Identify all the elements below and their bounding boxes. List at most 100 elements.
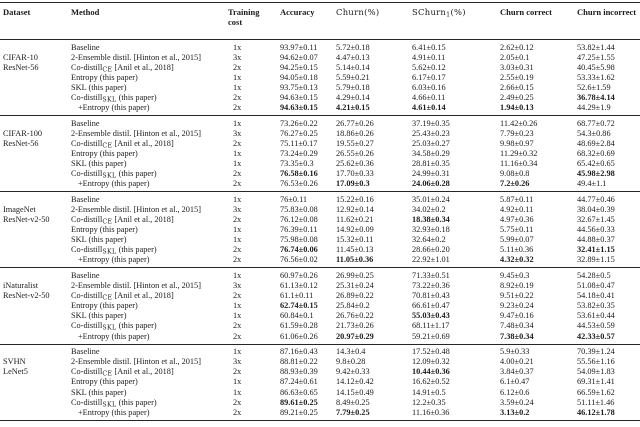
value-cell: 3.59±0.24 <box>500 397 534 407</box>
method-name: Co-distill <box>71 245 103 255</box>
value-cell: 53.82±0.35 <box>577 301 615 311</box>
method-cell: Entropy (this paper) <box>71 377 138 387</box>
table-row: ResNet-v2-50 Co-distillCE [Anil et al., 2… <box>0 291 640 301</box>
value-cell: 5.79±0.18 <box>336 82 370 92</box>
value-cell: 45.98±2.98 <box>577 169 615 179</box>
value-cell: 11.42±0.26 <box>500 118 538 128</box>
value-cell: 55.03±0.43 <box>412 311 450 321</box>
col-header-method: Method <box>71 7 100 17</box>
training-cost-cell: 1x <box>233 194 242 204</box>
training-cost-cell: 1x <box>233 72 242 82</box>
col-header-churn: Churn(%) <box>336 7 380 17</box>
value-cell: 32.89±1.15 <box>577 255 615 265</box>
method-cell: SKL (this paper) <box>71 159 127 169</box>
dataset-cell <box>0 179 71 189</box>
table-row: Co-distillSKL (this paper) 2x 76.74±0.06 11… <box>0 245 640 255</box>
dataset-cell <box>0 377 71 387</box>
value-cell: 5.99±0.07 <box>500 235 534 245</box>
value-cell: 4.66±0.11 <box>412 92 446 102</box>
value-cell: 9.08±0.8 <box>500 169 530 179</box>
table-row: Baseline 1x 87.16±0.43 14.3±0.4 17.52±0.48 5.… <box>0 347 640 357</box>
training-cost-cell: 1x <box>233 387 242 397</box>
training-cost-cell: 2x <box>233 62 242 72</box>
col-header-training-cost: Training cost <box>228 7 260 27</box>
method-cell: SKL (this paper) <box>71 235 127 245</box>
table-row: ResNet-56 Co-distillCE [Anil et al., 2018… <box>0 139 640 149</box>
value-cell: 6.03±0.16 <box>412 82 446 92</box>
training-cost-cell: 1x <box>233 377 242 387</box>
value-cell: 9.47±0.16 <box>500 311 534 321</box>
value-cell: 51.08±0.47 <box>577 281 615 291</box>
value-cell: 6.12±0.6 <box>500 387 530 397</box>
value-cell: 94.05±0.18 <box>280 72 318 82</box>
method-cell: Co-distillSKL (this paper) <box>71 245 228 255</box>
value-cell: 76.27±0.25 <box>280 128 318 138</box>
value-cell: 35.01±0.24 <box>412 194 450 204</box>
training-cost-cell: 3x <box>233 52 242 62</box>
table-row: +Entropy (this paper) 2x 61.06±0.26 20.97±0… <box>0 332 640 342</box>
method-subscript: CE <box>102 66 113 74</box>
table-row: ImageNet 2-Ensemble distil. [Hinton et al… <box>0 205 640 215</box>
training-cost-cell: 2x <box>233 215 242 224</box>
value-cell: 94.62±0.07 <box>280 52 318 62</box>
value-cell: 40.45±5.98 <box>577 62 615 72</box>
dataset-cell: iNaturalist <box>3 281 39 291</box>
value-cell: 53.33±1.62 <box>577 72 615 82</box>
value-cell: 76.39±0.11 <box>280 225 318 235</box>
value-cell: 46.12±1.78 <box>577 407 615 417</box>
value-cell: 88.81±0.22 <box>280 357 318 367</box>
dataset-cell <box>0 103 71 113</box>
value-cell: 65.42±0.65 <box>577 159 615 169</box>
method-name: Co-distill <box>71 169 103 179</box>
value-cell: 61.06±0.26 <box>280 331 318 341</box>
method-name: Co-distill <box>71 367 103 377</box>
table-row: Co-distillSKL (this paper) 2x 61.59±0.28 21… <box>0 321 640 331</box>
dataset-cell: ResNet-v2-50 <box>3 291 50 301</box>
training-cost-cell: 2x <box>233 169 242 179</box>
value-cell: 19.55±0.27 <box>336 138 374 148</box>
training-cost-cell: 2x <box>233 255 242 265</box>
method-citation: (this paper) <box>116 245 157 255</box>
value-cell: 55.56±1.16 <box>577 357 615 367</box>
dataset-cell: ResNet-56 <box>3 138 39 148</box>
method-cell: Baseline <box>71 194 100 204</box>
table-row: Baseline 1x 60.97±0.26 26.99±0.25 71.33±0.51… <box>0 271 640 281</box>
training-cost-cell: 1x <box>233 311 242 321</box>
value-cell: 7.2±0.26 <box>500 179 530 189</box>
value-cell: 3.13±0.2 <box>500 407 530 417</box>
value-cell: 5.87±0.11 <box>500 194 534 204</box>
value-cell: 24.99±0.31 <box>412 169 450 179</box>
value-cell: 26.77±0.26 <box>336 118 374 128</box>
dataset-group: Baseline 1x 60.97±0.26 26.99±0.25 71.33±0.51… <box>0 268 640 345</box>
value-cell: 25.84±0.2 <box>336 301 370 311</box>
training-cost-cell: 1x <box>233 347 242 357</box>
method-citation: [Anil et al., 2018] <box>112 367 174 377</box>
value-cell: 25.43±0.23 <box>412 128 450 138</box>
value-cell: 54.3±0.86 <box>577 128 611 138</box>
value-cell: 70.81±0.43 <box>412 291 450 301</box>
training-cost-cell: 2x <box>233 367 242 377</box>
method-label: Co-distillSKL (this paper) <box>71 169 157 179</box>
dataset-cell: ImageNet <box>3 204 36 214</box>
value-cell: 17.09±0.3 <box>336 179 370 189</box>
value-cell: 7.48±0.34 <box>500 321 534 331</box>
value-cell: 11.16±0.36 <box>412 407 450 417</box>
method-citation: (this paper) <box>116 321 157 331</box>
training-cost-cell: 2x <box>233 245 242 255</box>
value-cell: 6.17±0.17 <box>412 72 446 82</box>
value-cell: 8.49±0.25 <box>336 397 370 407</box>
value-cell: 8.92±0.19 <box>500 281 534 291</box>
value-cell: 94.25±0.15 <box>280 62 318 72</box>
value-cell: 16.62±0.52 <box>412 377 450 387</box>
value-cell: 38.04±0.39 <box>577 204 615 214</box>
method-label: Co-distillCE [Anil et al., 2018] <box>71 367 174 377</box>
method-label: Co-distillCE [Anil et al., 2018] <box>71 139 174 149</box>
training-cost-cell: 2x <box>233 179 242 189</box>
value-cell: 62.74±0.15 <box>280 301 318 311</box>
method-label: Co-distillCE [Anil et al., 2018] <box>71 63 174 74</box>
dataset-cell: ResNet-56 <box>3 62 39 72</box>
dataset-cell: SVHN <box>3 357 26 367</box>
training-cost-cell: 2x <box>233 331 242 341</box>
